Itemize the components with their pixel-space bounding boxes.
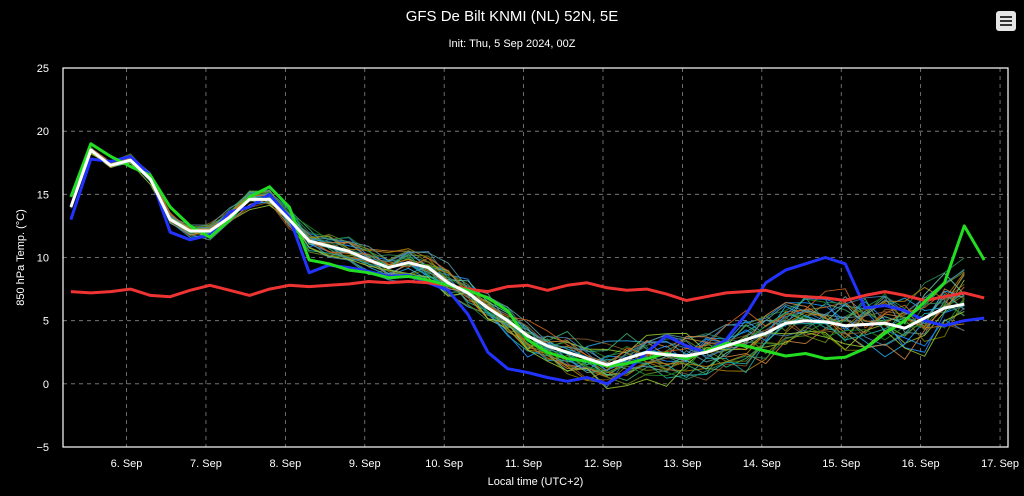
- ensemble-member-line: [70, 153, 965, 384]
- ensemble-member-line: [70, 149, 965, 381]
- y-tick-label: 5: [43, 316, 49, 328]
- series-layer: [69, 142, 986, 386]
- ensemble-member-line: [70, 147, 965, 385]
- hamburger-menu-icon[interactable]: [996, 11, 1016, 31]
- ensemble-member-line: [70, 149, 965, 388]
- ensemble-member-line: [70, 147, 965, 378]
- chart-subtitle: Init: Thu, 5 Sep 2024, 00Z: [448, 38, 576, 50]
- y-tick-label: 20: [37, 126, 49, 138]
- x-tick-label: 6. Sep: [111, 458, 143, 470]
- ensemble-member-line: [70, 147, 965, 377]
- y-tick-label: 0: [43, 379, 49, 391]
- x-axis-title: Local time (UTC+2): [488, 476, 584, 488]
- y-axis-ticks: −5 0 5 10 15 20 25: [36, 63, 49, 454]
- x-tick-label: 14. Sep: [743, 458, 781, 470]
- x-tick-label: 10. Sep: [425, 458, 463, 470]
- plot-border: [62, 67, 1009, 448]
- series-line: [69, 154, 985, 386]
- y-tick-label: −5: [36, 442, 49, 454]
- x-tick-label: 13. Sep: [663, 458, 701, 470]
- y-axis-title: 850 hPa Temp. (°C): [15, 209, 27, 306]
- grid-layer: [63, 67, 1008, 448]
- x-tick-label: 12. Sep: [584, 458, 622, 470]
- series-line: [70, 280, 985, 302]
- ensemble-member-line: [70, 147, 965, 377]
- chart-title: GFS De Bilt KNMI (NL) 52N, 5E: [405, 8, 619, 25]
- x-axis-ticks: 6. Sep 7. Sep 8. Sep 9. Sep 10. Sep 11. Sep 12…: [111, 458, 1019, 470]
- x-tick-label: 11. Sep: [505, 458, 542, 470]
- ensemble-layer: [70, 146, 965, 390]
- x-tick-label: 15. Sep: [822, 458, 860, 470]
- series-line: [69, 148, 965, 367]
- ensemble-member-line: [70, 147, 965, 375]
- ensemble-member-line: [70, 148, 965, 379]
- ensemble-member-line: [70, 151, 965, 376]
- ensemble-member-line: [70, 152, 965, 390]
- y-tick-label: 25: [37, 63, 49, 75]
- x-tick-label: 9. Sep: [349, 458, 381, 470]
- x-tick-label: 7. Sep: [190, 458, 222, 470]
- ensemble-member-line: [70, 148, 965, 376]
- x-tick-label: 17. Sep: [981, 458, 1019, 470]
- x-tick-label: 8. Sep: [269, 458, 301, 470]
- x-tick-label: 16. Sep: [902, 458, 940, 470]
- series-line: [69, 142, 986, 368]
- y-tick-label: 10: [37, 253, 49, 265]
- y-tick-label: 15: [37, 189, 49, 201]
